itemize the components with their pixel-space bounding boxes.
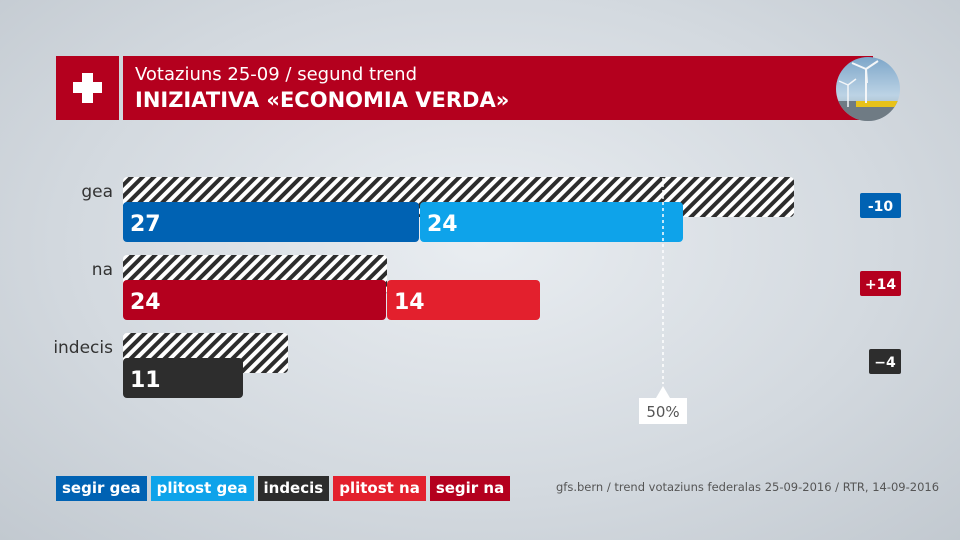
bar-gea-segir-gea bbox=[123, 202, 419, 242]
legend-item-plitost-na: plitost na bbox=[333, 476, 426, 501]
data-label-gea-segir-gea: 27 bbox=[130, 212, 161, 237]
chart-subtitle: Votaziuns 25-09 / segund trend bbox=[135, 64, 418, 85]
legend-item-indecis: indecis bbox=[257, 476, 330, 501]
bar-gea-plitost-gea bbox=[420, 202, 683, 242]
swiss-flag bbox=[56, 56, 119, 120]
legend-item-segir-na: segir na bbox=[429, 476, 511, 501]
category-label-indecis: indecis bbox=[53, 338, 113, 358]
data-label-indecis-indecis: 11 bbox=[130, 368, 161, 393]
category-label-na: na bbox=[92, 260, 113, 280]
reference-label-box bbox=[639, 398, 687, 424]
chart-title: INIZIATIVA «ECONOMIA VERDA» bbox=[135, 88, 510, 112]
category-label-gea: gea bbox=[81, 182, 113, 202]
change-badge-gea bbox=[860, 193, 901, 218]
wind-turbine-icon bbox=[836, 57, 900, 121]
bar-na-segir-na bbox=[123, 280, 386, 320]
legend: segir gea plitost gea indecis plitost na seg… bbox=[56, 476, 511, 501]
data-label-na-segir-na: 24 bbox=[130, 290, 161, 315]
data-label-na-plitost-na: 14 bbox=[394, 290, 425, 315]
reference-label: 50% bbox=[646, 403, 679, 421]
change-label-na: +14 bbox=[865, 277, 896, 293]
legend-item-plitost-gea: plitost gea bbox=[150, 476, 254, 501]
change-badge-indecis bbox=[869, 349, 901, 374]
header-banner bbox=[123, 56, 873, 120]
data-label-gea-plitost-gea: 24 bbox=[427, 212, 458, 237]
bar-indecis-indecis bbox=[123, 358, 243, 398]
change-label-indecis: −4 bbox=[874, 355, 896, 371]
change-badge-na bbox=[860, 271, 901, 296]
legend-item-segir-gea: segir gea bbox=[56, 476, 147, 501]
source-note: gfs.bern / trend votaziuns federalas 25-… bbox=[556, 480, 940, 494]
bar-na-plitost-na bbox=[387, 280, 540, 320]
reference-arrow-icon bbox=[656, 386, 670, 398]
change-label-gea: -10 bbox=[868, 199, 894, 215]
